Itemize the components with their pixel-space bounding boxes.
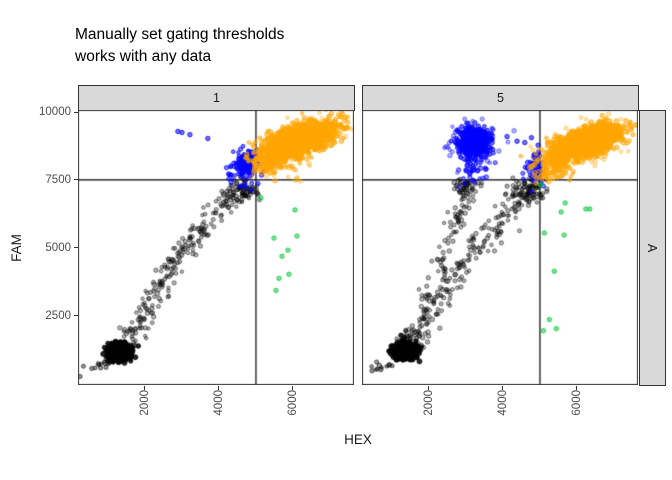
x-tick-mark [218, 386, 220, 390]
facet-strip-5-label: 5 [497, 91, 504, 105]
y-tick-label: 5000 [45, 241, 71, 254]
x-tick-label: 6000 [570, 390, 583, 416]
y-axis-title: FAM [9, 234, 24, 262]
scatter-panel-1 [78, 110, 354, 385]
scatter-panel-1-canvas [78, 110, 354, 385]
x-tick-mark [428, 386, 430, 390]
scatter-panel-5 [362, 110, 638, 385]
x-tick-label: 4000 [496, 390, 509, 416]
x-axis-title: HEX [344, 432, 372, 447]
y-tick-mark [74, 179, 78, 181]
x-tick-label: 6000 [286, 390, 299, 416]
x-tick-label: 2000 [422, 390, 435, 416]
facet-strip-row-a: A [639, 110, 666, 386]
y-tick-label: 7500 [45, 173, 71, 186]
x-tick-mark [502, 386, 504, 390]
plot-title-line2: works with any data [75, 48, 212, 65]
plot-title-line1: Manually set gating thresholds [75, 26, 285, 43]
y-tick-mark [74, 315, 78, 317]
facet-strip-1-label: 1 [213, 91, 220, 105]
x-tick-mark [576, 386, 578, 390]
y-tick-mark [74, 247, 78, 249]
y-tick-mark [74, 111, 78, 113]
y-tick-label: 10000 [39, 106, 71, 119]
facet-strip-1: 1 [78, 85, 355, 111]
x-tick-mark [292, 386, 294, 390]
x-tick-label: 4000 [212, 390, 225, 416]
x-tick-mark [144, 386, 146, 390]
scatter-panel-5-canvas [362, 110, 638, 385]
plot-title: Manually set gating thresholds works wit… [75, 24, 284, 68]
x-tick-label: 2000 [138, 390, 151, 416]
y-tick-label: 2500 [45, 309, 71, 322]
facet-strip-row-a-label: A [645, 243, 660, 253]
facet-strip-5: 5 [362, 85, 639, 111]
